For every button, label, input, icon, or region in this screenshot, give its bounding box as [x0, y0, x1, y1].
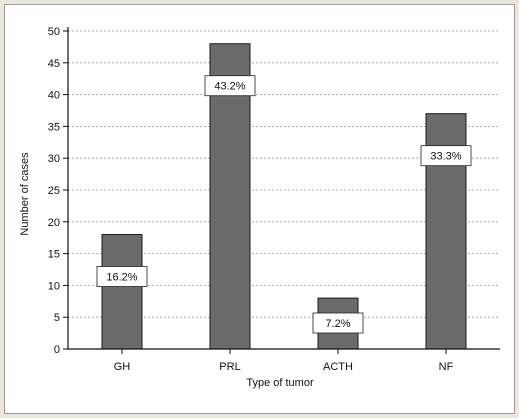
figure-frame: 16.2% 43.2% 7.2% 33.3% 0 5 10 15 20 25 30 35 40 45 50… [4, 4, 515, 414]
data-label-box [204, 75, 256, 97]
x-axis-ticks: GH PRL ACTH NF [114, 349, 454, 373]
data-label-box [96, 266, 148, 287]
y-tick-label: 25 [48, 185, 60, 197]
data-label: 7.2% [325, 318, 350, 330]
x-tick-label: GH [114, 361, 131, 373]
bars: 16.2% 43.2% 7.2% 33.3% [96, 43, 472, 350]
data-label: 43.2% [214, 81, 245, 93]
y-axis-title: Number of cases [19, 152, 31, 236]
axes [67, 27, 500, 350]
x-tick-label: PRL [219, 361, 240, 373]
y-tick-label: 30 [48, 153, 60, 165]
y-tick-label: 40 [48, 90, 60, 102]
data-label-box [420, 145, 472, 167]
x-axis-title: Type of tumor [246, 377, 314, 389]
bar-chart: 16.2% 43.2% 7.2% 33.3% 0 5 10 15 20 25 30 35 40 45 50… [19, 26, 500, 389]
y-axis-ticks: 0 5 10 15 20 25 30 35 40 45 50 [48, 26, 68, 356]
data-label: 33.3% [430, 151, 461, 163]
y-tick-label: 5 [54, 312, 60, 324]
y-tick-label: 50 [48, 26, 60, 38]
bar-gh [101, 234, 143, 350]
y-tick-label: 0 [54, 344, 60, 356]
x-tick-label: NF [439, 361, 454, 373]
y-tick-label: 45 [48, 58, 60, 70]
data-label: 16.2% [106, 272, 137, 284]
y-tick-label: 20 [48, 217, 60, 229]
data-label-box [312, 312, 364, 334]
y-tick-label: 10 [48, 280, 60, 292]
x-tick-label: ACTH [323, 361, 353, 373]
y-tick-label: 35 [48, 121, 60, 133]
y-tick-label: 15 [48, 249, 60, 261]
